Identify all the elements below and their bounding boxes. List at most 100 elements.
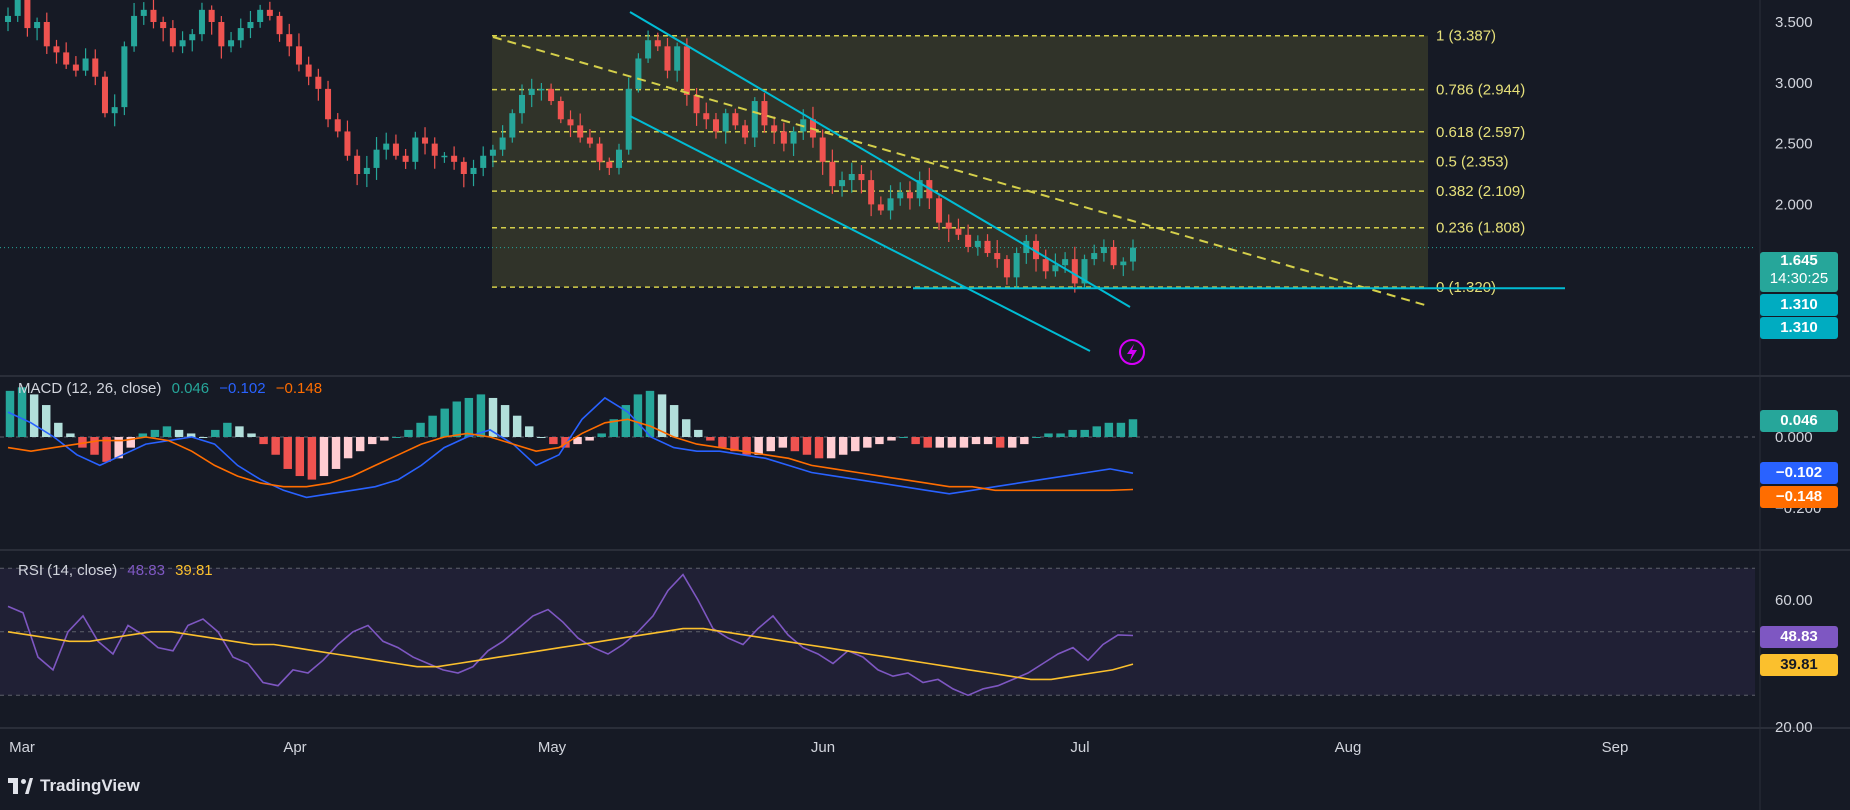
candle-body bbox=[916, 180, 923, 199]
candle-body bbox=[519, 94, 526, 114]
price-tick-label: 2.000 bbox=[1775, 196, 1813, 213]
macd-histogram-bar bbox=[718, 437, 727, 448]
candle-body bbox=[53, 46, 60, 53]
candle-body bbox=[703, 113, 710, 120]
macd-histogram-bar bbox=[247, 433, 256, 437]
candle-body bbox=[392, 143, 399, 156]
rsi-legend[interactable]: RSI (14, close) 48.83 39.81 bbox=[18, 562, 219, 579]
candle-body bbox=[1052, 265, 1059, 272]
candle-body bbox=[674, 46, 681, 71]
candle-body bbox=[111, 107, 118, 114]
candle-body bbox=[1033, 240, 1040, 260]
candle-body bbox=[722, 113, 729, 132]
candle-body bbox=[906, 192, 913, 199]
rsi-tick-label: 20.00 bbox=[1775, 719, 1813, 736]
candle-body bbox=[92, 58, 99, 77]
candle-body bbox=[431, 143, 438, 156]
candle-body bbox=[742, 125, 749, 138]
candle-body bbox=[63, 52, 70, 65]
yellow-trendline bbox=[492, 36, 1426, 306]
macd-histogram-bar bbox=[500, 405, 510, 437]
macd-histogram-bar bbox=[5, 390, 15, 437]
candle-body bbox=[334, 119, 341, 132]
candle-body bbox=[354, 155, 361, 174]
time-axis-label: Mar bbox=[9, 739, 35, 756]
candle-body bbox=[945, 222, 952, 229]
candle-body bbox=[887, 198, 894, 211]
macd-histogram-bar bbox=[1104, 422, 1114, 437]
candle-body bbox=[771, 125, 778, 132]
macd-histogram-bar bbox=[211, 429, 220, 437]
macd-histogram-bar bbox=[102, 437, 111, 462]
macd-histogram-bar bbox=[295, 437, 305, 477]
macd-histogram-bar bbox=[343, 437, 353, 459]
macd-hist-tag: 0.046 bbox=[1760, 410, 1838, 432]
macd-histogram-bar bbox=[404, 429, 413, 437]
macd-histogram-bar bbox=[585, 437, 594, 441]
candle-body bbox=[625, 88, 632, 150]
lightning-icon bbox=[1127, 344, 1137, 361]
macd-histogram-bar bbox=[174, 429, 184, 437]
candle-body bbox=[1003, 259, 1010, 278]
macd-histogram-bar bbox=[126, 437, 135, 448]
fib-level-label: 0.382 (2.109) bbox=[1436, 183, 1525, 200]
candle-body bbox=[664, 46, 671, 71]
price-tick-label: 2.500 bbox=[1775, 136, 1813, 153]
rsi-band bbox=[0, 568, 1755, 696]
candle-body bbox=[965, 234, 972, 247]
macd-histogram-bar bbox=[259, 437, 268, 445]
time-axis-label: Jul bbox=[1070, 739, 1089, 756]
candle-body bbox=[179, 40, 186, 47]
candle-body bbox=[615, 149, 622, 168]
macd-histogram-bar bbox=[368, 437, 377, 445]
current-price-tag: 1.645 14:30:25 bbox=[1760, 252, 1838, 292]
macd-histogram-bar bbox=[681, 419, 691, 437]
tradingview-brand[interactable]: TradingView bbox=[8, 776, 140, 796]
macd-histogram-bar bbox=[1116, 422, 1126, 437]
level-tag-1: 1.310 bbox=[1760, 294, 1838, 316]
candle-body bbox=[1100, 246, 1107, 254]
macd-histogram-bar bbox=[561, 437, 570, 448]
macd-histogram-bar bbox=[1068, 429, 1077, 437]
candle-body bbox=[819, 137, 826, 162]
candle-body bbox=[470, 167, 477, 174]
candle-body bbox=[848, 174, 855, 181]
macd-histogram-bar bbox=[1044, 433, 1053, 437]
candle-body bbox=[480, 155, 487, 168]
macd-histogram-bar bbox=[198, 437, 208, 438]
candle-body bbox=[877, 204, 884, 211]
macd-line-value: −0.102 bbox=[219, 380, 266, 397]
macd-legend[interactable]: MACD (12, 26, close) 0.046 −0.102 −0.148 bbox=[18, 380, 328, 397]
fib-level-label: 0.786 (2.944) bbox=[1436, 82, 1525, 99]
time-axis-label: May bbox=[538, 739, 567, 756]
brand-name: TradingView bbox=[40, 776, 140, 795]
candle-body bbox=[315, 76, 322, 89]
candle-body bbox=[1013, 253, 1020, 278]
macd-histogram-bar bbox=[778, 437, 788, 448]
channel-lower-line bbox=[629, 115, 1091, 352]
candle-body bbox=[499, 137, 506, 150]
fib-level-label: 0.618 (2.597) bbox=[1436, 124, 1525, 141]
rsi-ma-tag: 39.81 bbox=[1760, 654, 1838, 676]
macd-histogram-bar bbox=[78, 437, 87, 448]
candle-body bbox=[645, 40, 652, 59]
candle-body bbox=[712, 119, 719, 132]
candle-body bbox=[402, 155, 409, 162]
fib-level-label: 0.236 (1.808) bbox=[1436, 220, 1525, 237]
macd-histogram-bar bbox=[597, 433, 606, 437]
candle-body bbox=[868, 180, 875, 205]
candle-body bbox=[189, 34, 196, 41]
macd-histogram-bar bbox=[1020, 437, 1029, 445]
candle-body bbox=[344, 131, 351, 156]
macd-histogram-bar bbox=[838, 437, 848, 455]
candle-body bbox=[286, 34, 293, 47]
macd-histogram-bar bbox=[392, 437, 401, 438]
candle-body bbox=[121, 46, 128, 108]
candle-body bbox=[101, 76, 108, 114]
macd-histogram-bar bbox=[573, 437, 582, 445]
time-axis-label: Jun bbox=[811, 739, 835, 756]
macd-histogram-bar bbox=[742, 437, 751, 455]
macd-histogram-bar bbox=[983, 437, 993, 445]
macd-histogram-bar bbox=[766, 437, 775, 452]
